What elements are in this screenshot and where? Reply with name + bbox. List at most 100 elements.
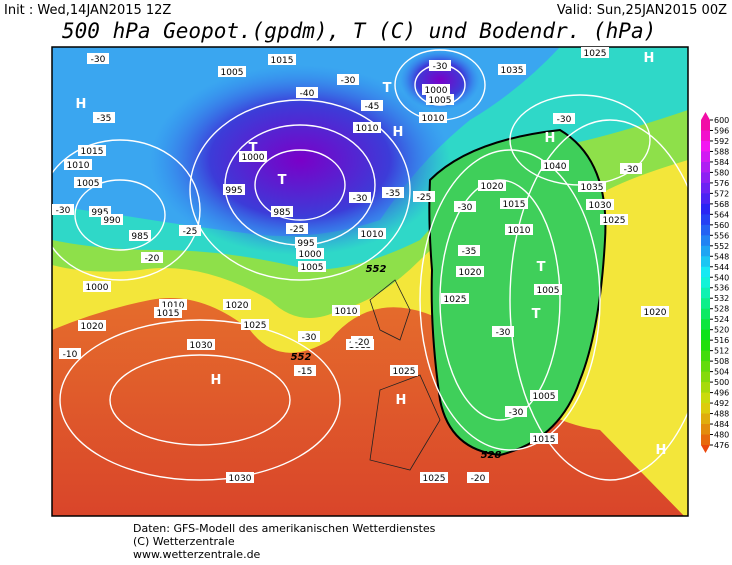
colorbar-label: 560	[714, 221, 729, 230]
temperature-label-box	[52, 204, 74, 215]
temperature-label: -35	[97, 114, 112, 124]
pressure-center: T	[249, 141, 258, 156]
isobar-label-box	[581, 47, 609, 58]
temperature-label: -20	[145, 254, 160, 264]
colorbar-segment	[701, 371, 710, 383]
isobar-label-box	[101, 214, 123, 225]
temperature-label: -45	[365, 102, 380, 112]
isobar-label: 1010	[356, 124, 379, 134]
colorbar-label: 580	[714, 168, 729, 177]
temperature-label-box	[286, 223, 308, 234]
isobar-label-box	[498, 64, 526, 75]
isobar-label: 1005	[533, 392, 556, 402]
colorbar-label: 520	[714, 326, 729, 335]
isobar-label-box	[456, 266, 484, 277]
height-label: 552	[291, 352, 312, 363]
colorbar-segment	[701, 361, 710, 373]
colorbar-segment	[701, 287, 710, 299]
temperature-label: -20	[471, 474, 486, 484]
isobar-label: 1015	[533, 435, 556, 445]
isobar-label-box	[390, 365, 418, 376]
colorbar-segment	[701, 182, 710, 194]
isobar-label: 1010	[361, 230, 384, 240]
temperature-label: -30	[341, 76, 356, 86]
footer-line: www.wetterzentrale.de	[133, 548, 261, 561]
colorbar-label: 532	[714, 294, 729, 303]
colorbar-label: 524	[714, 315, 729, 324]
isobar-label-box	[505, 224, 533, 235]
temperature-label-box	[349, 192, 371, 203]
isobar-label-box	[78, 320, 106, 331]
colorbar-label: 504	[714, 368, 729, 377]
colorbar-label: 556	[714, 231, 729, 240]
isobar-label-box	[223, 299, 251, 310]
colorbar-label: 476	[714, 441, 729, 450]
isobar-label: 1025	[584, 49, 607, 59]
isobar-label-box	[296, 248, 324, 259]
isobar-label-box	[223, 184, 245, 195]
isobar-label-box	[74, 177, 102, 188]
temperature-label: -15	[298, 367, 313, 377]
colorbar-segment	[701, 319, 710, 331]
isobar-label: 1020	[459, 268, 482, 278]
pressure-center: H	[393, 125, 404, 140]
isobar-label: 1025	[423, 474, 446, 484]
temperature-label: -10	[63, 350, 78, 360]
temperature-label: -40	[300, 89, 315, 99]
isobar-label-box	[478, 180, 506, 191]
temperature-label-box	[454, 201, 476, 212]
colorbar-segment	[701, 266, 710, 278]
colorbar-segment	[701, 434, 710, 446]
isobar-label-box	[241, 319, 269, 330]
isobar-label: 1005	[537, 286, 560, 296]
colorbar-segment	[701, 350, 710, 362]
init-time: Init : Wed,14JAN2015 12Z	[4, 3, 171, 18]
isobar-label: 1025	[444, 295, 467, 305]
isobar-label: 990	[103, 216, 120, 226]
isobar-label-box	[154, 307, 182, 318]
temperature-label: -30	[302, 333, 317, 343]
pressure-center: H	[211, 373, 222, 388]
isobar-label: 1010	[335, 307, 358, 317]
colorbar-label: 584	[714, 158, 729, 167]
isobar-label: 985	[273, 208, 290, 218]
isobar-label: 1005	[221, 68, 244, 78]
isobar-label-box	[78, 145, 106, 156]
temperature-label-box	[141, 252, 163, 263]
isobar-label: 1000	[299, 250, 322, 260]
temperature-label: -30	[433, 62, 448, 72]
isobar-label-box	[586, 199, 614, 210]
isobar-label: 1005	[429, 96, 452, 106]
temperature-label: -25	[417, 193, 432, 203]
map-title: 500 hPa Geopot.(gpdm), T (C) und Bodendr…	[62, 19, 656, 43]
map-frame	[51, 46, 689, 517]
isobar-label: 1030	[229, 474, 252, 484]
colorbar-label: 592	[714, 137, 729, 146]
temperature-label-box	[382, 187, 404, 198]
footer-line: (C) Wetterzentrale	[133, 535, 235, 548]
colorbar-label: 564	[714, 210, 729, 219]
isobar-label-box	[530, 433, 558, 444]
isobar-label: 1025	[244, 321, 267, 331]
colorbar-label: 528	[714, 305, 729, 314]
colorbar-label: 500	[714, 378, 729, 387]
colorbar-segment	[701, 413, 710, 425]
temperature-label: -30	[458, 203, 473, 213]
isobar-label: 1005	[301, 263, 324, 273]
colorbar-segment	[701, 245, 710, 257]
isobar-label: 1015	[81, 147, 104, 157]
temperature-label-box	[294, 365, 316, 376]
isobar-label-box	[187, 339, 215, 350]
isobar-label: 1015	[503, 200, 526, 210]
colorbar-arrow	[701, 112, 710, 120]
colorbar-label: 496	[714, 389, 729, 398]
colorbar-label: 508	[714, 357, 729, 366]
isobar-label-box	[129, 230, 151, 241]
isobar-label: 995	[297, 239, 314, 249]
isobar-label-box	[641, 306, 669, 317]
isobar-label: 1030	[190, 341, 213, 351]
isobar-label: 1040	[544, 162, 567, 172]
isobar-label-box	[159, 299, 187, 310]
temperature-label-box	[458, 245, 480, 256]
